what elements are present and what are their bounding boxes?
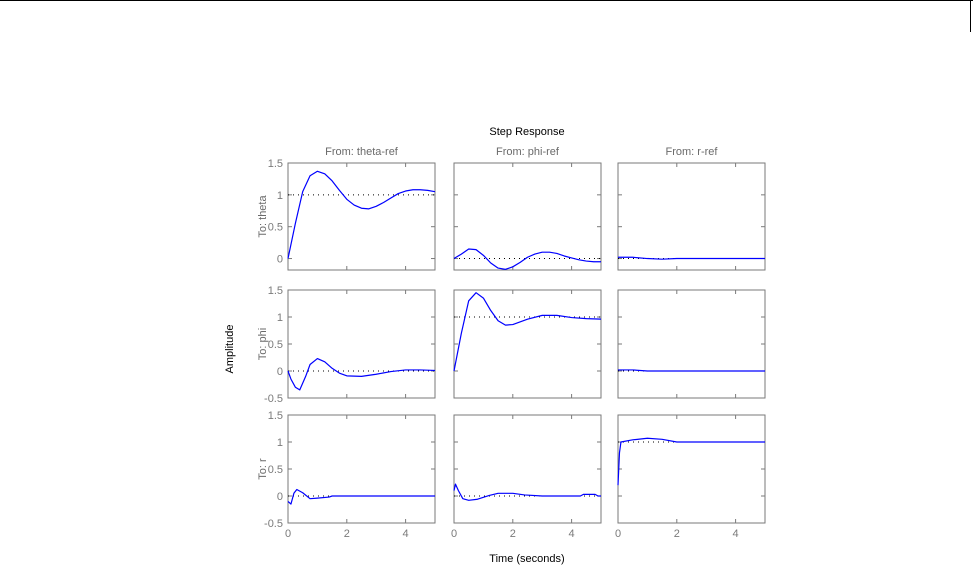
y-tick-label: 0.5 <box>268 464 283 476</box>
axes-box <box>617 414 766 524</box>
window-border-top <box>0 0 973 1</box>
response-line <box>618 256 765 260</box>
x-tick-label: 0 <box>285 528 291 540</box>
response-line <box>287 488 435 505</box>
y-tick-label: 0.5 <box>268 339 283 351</box>
axes-box <box>617 289 766 399</box>
axes-box <box>287 289 436 399</box>
axes-box <box>287 414 436 524</box>
response-line <box>453 292 602 372</box>
output-label: To: r <box>257 458 269 480</box>
x-tick-label: 2 <box>510 528 516 540</box>
x-tick-label: 0 <box>615 528 621 540</box>
y-tick-label: 1 <box>277 312 283 324</box>
input-label: From: r-ref <box>666 146 719 158</box>
chart-title: Step Response <box>489 126 564 138</box>
y-tick-label: 1 <box>277 190 283 202</box>
y-tick-label: 1.5 <box>268 410 283 422</box>
x-tick-label: 2 <box>344 528 350 540</box>
y-tick-label: -0.5 <box>264 518 283 530</box>
axes-box <box>617 162 766 271</box>
x-tick-label: 4 <box>733 528 739 540</box>
axes-box <box>453 162 602 271</box>
x-tick-label: 0 <box>451 528 457 540</box>
axes-box <box>287 162 436 271</box>
response-line <box>618 369 765 372</box>
x-tick-label: 4 <box>403 528 409 540</box>
axes-box <box>453 289 602 399</box>
output-label: To: phi <box>257 328 269 360</box>
window-border-right <box>970 0 971 32</box>
output-label: To: theta <box>257 195 269 238</box>
y-tick-label: 0.5 <box>268 222 283 234</box>
axes-box <box>453 414 602 524</box>
y-tick-label: 0 <box>277 366 283 378</box>
input-label: From: phi-ref <box>496 146 560 158</box>
y-axis-label: Amplitude <box>224 325 236 374</box>
y-tick-label: -0.5 <box>264 393 283 405</box>
y-tick-label: 1.5 <box>268 285 283 297</box>
y-tick-label: 1 <box>277 437 283 449</box>
response-line <box>287 170 436 259</box>
y-tick-label: 0 <box>277 254 283 266</box>
response-line <box>453 248 601 270</box>
input-label: From: theta-ref <box>325 146 399 158</box>
x-tick-label: 4 <box>569 528 575 540</box>
y-tick-label: 0 <box>277 491 283 503</box>
response-line <box>617 437 765 486</box>
response-line <box>453 483 601 501</box>
response-line <box>287 357 436 391</box>
x-tick-label: 2 <box>674 528 680 540</box>
x-axis-label: Time (seconds) <box>489 553 564 565</box>
y-tick-label: 1.5 <box>268 158 283 170</box>
